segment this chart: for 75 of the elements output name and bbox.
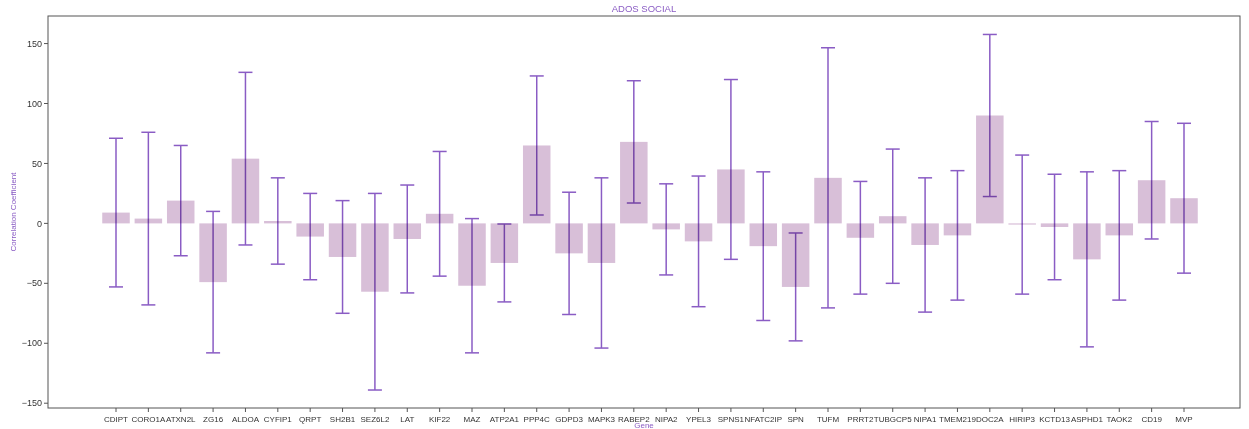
bar <box>166 200 195 224</box>
y-tick-label: −100 <box>21 338 42 349</box>
y-tick-label: 0 <box>36 218 42 229</box>
x-tick-label: DOC2A <box>976 415 1005 424</box>
bar <box>1170 198 1198 224</box>
x-tick-label: SH2B1 <box>329 415 356 424</box>
y-axis-title: Correlation Coefficient <box>9 171 18 252</box>
x-tick-label: PRRT2 <box>847 415 874 424</box>
x-tick-label: CYFIP1 <box>263 415 293 424</box>
bar <box>749 223 778 247</box>
bar <box>684 223 713 242</box>
bar <box>490 223 519 263</box>
x-tick-label: SPN <box>787 415 805 424</box>
x-tick-label: SPNS1 <box>717 415 745 424</box>
x-tick-label: LAT <box>400 415 415 424</box>
bar <box>102 212 130 224</box>
x-tick-label: TMEM219 <box>939 415 977 424</box>
x-tick-label: MAZ <box>463 415 481 424</box>
bar <box>911 223 939 245</box>
x-tick-label: ATP2A1 <box>489 415 520 424</box>
bar <box>717 169 745 224</box>
x-tick-label: CORO1A <box>131 415 166 424</box>
bar <box>976 115 1004 224</box>
x-tick-label: SEZ6L2 <box>360 415 390 424</box>
bar <box>943 223 972 236</box>
x-tick-label: KCTD13 <box>1039 415 1071 424</box>
bar <box>296 223 324 237</box>
bar <box>328 223 357 257</box>
x-tick-label: GDPD3 <box>555 415 584 424</box>
bar <box>199 223 227 283</box>
bar <box>1137 180 1166 224</box>
x-tick-label: ASPHD1 <box>1070 415 1104 424</box>
bar <box>1040 223 1069 227</box>
x-tick-label: KIF22 <box>428 415 451 424</box>
bar <box>781 223 810 287</box>
x-tick-label: CDIPT <box>104 415 129 424</box>
bar <box>361 223 389 292</box>
x-tick-label: QRPT <box>299 415 322 424</box>
bar <box>522 145 551 224</box>
x-tick-label: MVP <box>1175 415 1193 424</box>
x-tick-label: RABEP2 <box>618 415 651 424</box>
bar <box>1073 223 1101 260</box>
x-tick-label: PPP4C <box>523 415 551 424</box>
bar <box>652 223 680 230</box>
x-tick-label: MAPK3 <box>587 415 616 424</box>
x-tick-label: TAOK2 <box>1106 415 1133 424</box>
x-tick-label: CD19 <box>1141 415 1163 424</box>
x-tick-label: YPEL3 <box>686 415 712 424</box>
x-tick-label: NIPA1 <box>913 415 937 424</box>
y-tick-label: −50 <box>26 278 42 289</box>
bar <box>555 223 583 254</box>
y-tick-label: 150 <box>26 38 42 49</box>
x-tick-label: NIPA2 <box>654 415 678 424</box>
bar <box>458 223 486 286</box>
bar <box>425 213 454 224</box>
x-tick-label: HIRIP3 <box>1009 415 1036 424</box>
bar <box>878 216 907 224</box>
x-tick-label: TUFM <box>816 415 840 424</box>
x-axis-title: Gene <box>634 421 655 429</box>
y-tick-label: 100 <box>26 98 42 109</box>
y-tick-label: −150 <box>21 398 42 409</box>
chart-title: ADOS SOCIAL <box>611 3 677 14</box>
bar <box>814 177 842 224</box>
x-tick-label: ZG16 <box>203 415 224 424</box>
x-tick-label: TUBGCP5 <box>873 415 913 424</box>
bar <box>1105 223 1134 236</box>
bar <box>620 141 648 224</box>
bar <box>846 223 875 238</box>
bar <box>587 223 616 263</box>
y-tick-label: 50 <box>31 158 42 169</box>
bar <box>231 158 260 224</box>
x-tick-label: ALDOA <box>231 415 260 424</box>
bar <box>393 223 422 239</box>
x-tick-label: NFATC2IP <box>744 415 783 424</box>
x-tick-label: ATXN2L <box>165 415 197 424</box>
